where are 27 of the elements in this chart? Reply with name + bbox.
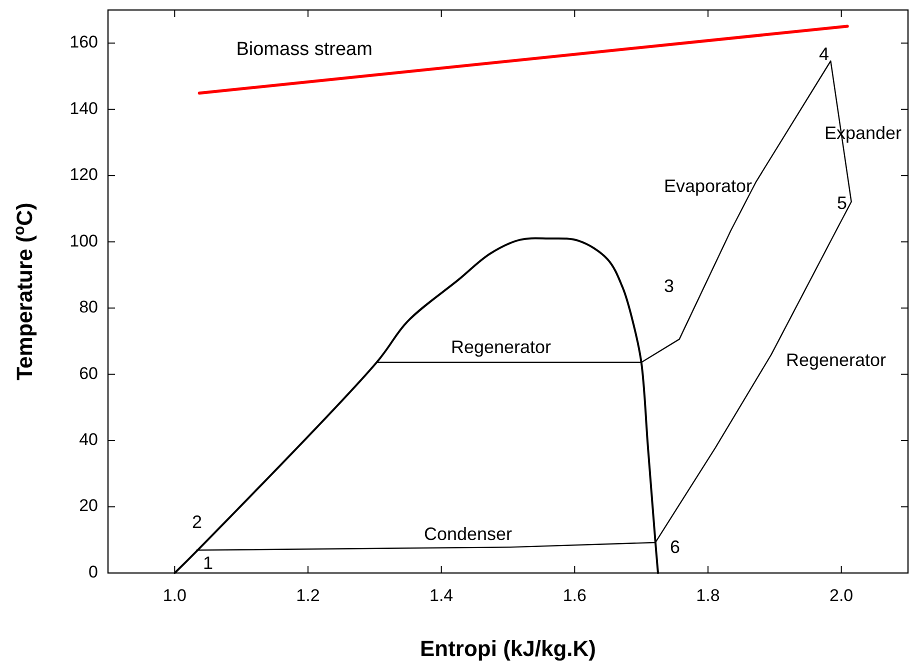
annotation: 1 [202, 552, 214, 573]
x-axis-title: Entropi (kJ/kg.K) [420, 636, 596, 661]
x-tick-label: 1.4 [430, 586, 454, 605]
annotation: 5 [836, 192, 848, 213]
series-label: Biomass stream [236, 39, 372, 60]
y-tick-label: 160 [70, 32, 98, 52]
x-tick-label: 1.8 [696, 586, 720, 605]
x-tick-label: 1.6 [562, 586, 586, 605]
y-tick-label: 120 [70, 165, 98, 184]
y-tick-label: 40 [79, 430, 98, 450]
annotation: Evaporator [664, 176, 752, 196]
annotation: Regenerator [786, 350, 886, 370]
x-tick-label: 2.0 [830, 586, 854, 605]
y-tick-label: 80 [79, 298, 98, 317]
annotation: 3 [664, 276, 674, 296]
annotation: 4 [818, 44, 830, 64]
annotation: 6 [670, 536, 680, 557]
annotation: Condenser [424, 524, 512, 544]
y-tick-label: 100 [70, 231, 98, 250]
x-tick-label: 1.0 [162, 586, 186, 605]
annotation: Regenerator [450, 336, 552, 357]
annotation: 2 [192, 512, 202, 532]
x-tick-label: 1.2 [296, 586, 320, 605]
y-tick-label: 0 [88, 562, 98, 582]
y-tick-label: 20 [79, 496, 98, 516]
y-tick-label: 140 [70, 98, 98, 118]
y-tick-label: 60 [79, 364, 98, 383]
